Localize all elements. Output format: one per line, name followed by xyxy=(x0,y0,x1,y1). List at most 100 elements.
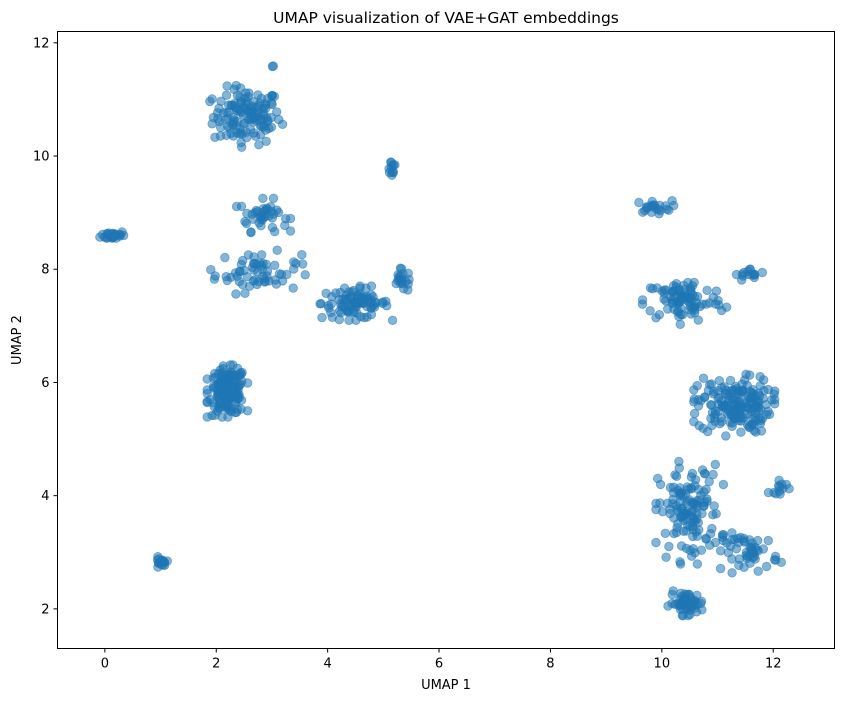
data-point xyxy=(755,381,765,391)
data-point xyxy=(751,416,761,426)
data-point xyxy=(655,479,666,490)
data-point xyxy=(691,496,702,506)
data-point xyxy=(671,527,682,538)
data-point xyxy=(215,131,226,141)
data-point xyxy=(317,312,327,323)
data-point xyxy=(725,375,736,386)
data-point xyxy=(715,546,726,556)
x-tick-label: 10 xyxy=(654,657,671,672)
data-point xyxy=(716,396,727,407)
data-point xyxy=(661,285,671,295)
data-point xyxy=(274,114,284,125)
data-point xyxy=(246,227,256,238)
x-tick-label: 4 xyxy=(323,657,331,672)
data-point xyxy=(249,128,259,138)
data-point xyxy=(675,319,686,330)
data-point xyxy=(234,370,245,381)
data-point xyxy=(252,279,262,290)
data-point xyxy=(727,568,737,578)
data-point xyxy=(667,589,677,600)
data-point xyxy=(221,90,232,100)
data-point xyxy=(216,375,227,386)
data-point xyxy=(765,409,775,420)
data-point xyxy=(665,482,676,493)
data-point xyxy=(267,222,278,233)
data-point xyxy=(747,403,758,413)
data-point xyxy=(220,252,230,263)
data-point xyxy=(205,96,215,107)
y-tick-label: 2 xyxy=(41,602,49,617)
x-tick-label: 0 xyxy=(101,657,109,672)
data-point xyxy=(401,276,411,287)
data-point xyxy=(108,228,118,239)
data-point xyxy=(215,402,226,412)
x-tick-label: 8 xyxy=(546,657,554,672)
data-point xyxy=(744,422,755,433)
y-tick-label: 10 xyxy=(33,150,50,165)
data-point xyxy=(242,406,253,416)
data-point xyxy=(709,387,719,397)
data-point xyxy=(739,412,750,423)
data-point xyxy=(225,391,235,401)
data-point xyxy=(669,292,679,302)
data-point xyxy=(692,590,702,601)
data-point xyxy=(678,595,688,605)
data-point xyxy=(230,407,241,418)
data-point xyxy=(738,385,748,396)
data-point xyxy=(226,368,237,378)
data-point xyxy=(315,299,325,309)
data-point xyxy=(240,216,250,227)
data-point xyxy=(689,408,700,419)
data-point xyxy=(682,294,693,304)
data-point xyxy=(715,563,726,574)
data-point xyxy=(288,283,298,293)
data-point xyxy=(722,538,732,548)
data-point xyxy=(686,472,697,482)
data-point xyxy=(692,559,703,569)
data-point xyxy=(736,427,746,437)
data-point xyxy=(721,302,732,312)
data-point xyxy=(271,279,282,289)
scatter-points xyxy=(95,61,794,621)
data-point xyxy=(381,296,391,307)
data-point xyxy=(675,557,685,567)
data-point xyxy=(718,479,729,490)
data-point xyxy=(754,391,765,401)
data-point xyxy=(676,512,686,522)
data-point xyxy=(702,285,712,296)
data-point xyxy=(249,252,259,262)
data-point xyxy=(300,270,310,280)
data-point xyxy=(218,108,229,118)
data-point xyxy=(693,484,704,495)
data-point xyxy=(775,481,785,492)
data-point xyxy=(281,213,291,224)
data-point xyxy=(700,469,710,479)
y-tick-label: 4 xyxy=(41,489,49,504)
data-point xyxy=(255,98,265,108)
data-point xyxy=(710,299,721,309)
data-point xyxy=(653,204,663,215)
data-point xyxy=(674,456,684,467)
data-point xyxy=(708,510,718,520)
data-point xyxy=(340,294,351,304)
data-point xyxy=(707,407,718,418)
data-point xyxy=(667,195,677,206)
data-point xyxy=(268,193,279,204)
y-tick-label: 8 xyxy=(41,263,49,278)
data-point xyxy=(763,535,774,546)
data-point xyxy=(237,129,248,139)
data-point xyxy=(707,523,717,534)
data-point xyxy=(640,205,650,216)
data-point xyxy=(694,421,704,431)
data-point xyxy=(683,484,693,495)
data-point xyxy=(263,115,273,126)
data-point xyxy=(693,315,704,325)
data-point xyxy=(324,303,334,313)
data-point xyxy=(258,193,268,204)
data-point xyxy=(258,204,268,214)
data-point xyxy=(247,209,257,219)
data-point xyxy=(386,162,397,173)
data-point xyxy=(711,286,722,296)
data-point xyxy=(235,379,246,389)
data-point xyxy=(756,426,767,436)
